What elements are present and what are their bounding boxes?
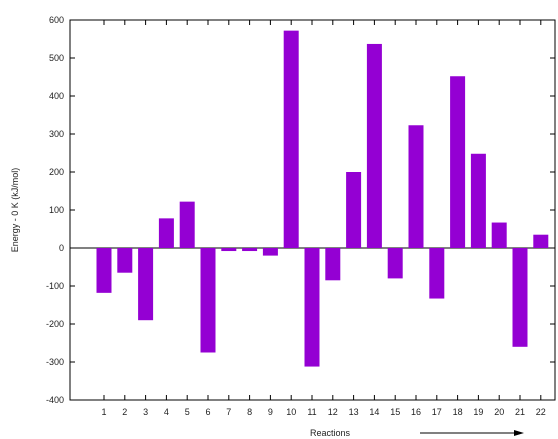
x-axis-label: Reactions [310, 428, 351, 438]
y-tick-label: -100 [46, 281, 64, 291]
x-tick-label: 9 [268, 407, 273, 417]
x-tick-label: 1 [101, 407, 106, 417]
bar-reaction-19 [470, 153, 486, 248]
y-tick-label: -200 [46, 319, 64, 329]
x-tick-label: 15 [390, 407, 400, 417]
y-tick-label: 100 [49, 205, 64, 215]
bar-reaction-7 [221, 248, 237, 252]
bar-reaction-16 [408, 125, 424, 248]
x-tick-label: 18 [453, 407, 463, 417]
y-tick-label: 200 [49, 167, 64, 177]
bar-reaction-22 [533, 234, 549, 248]
x-axis-ticks: 1 2 3 4 5 6 7 8 9 10 11 12 13 14 15 16 17 18 19 20 21 22 [101, 20, 546, 417]
x-tick-label: 8 [247, 407, 252, 417]
x-tick-label: 6 [205, 407, 210, 417]
y-tick-label: 400 [49, 91, 64, 101]
x-tick-label: 13 [349, 407, 359, 417]
y-tick-label: 300 [49, 129, 64, 139]
y-tick-label: 600 [49, 15, 64, 25]
bar-reaction-6 [200, 248, 216, 353]
x-tick-label: 19 [473, 407, 483, 417]
bar-reaction-20 [491, 222, 507, 248]
x-tick-label: 14 [369, 407, 379, 417]
x-tick-label: 5 [185, 407, 190, 417]
direction-arrow [420, 430, 524, 436]
y-tick-label: -400 [46, 395, 64, 405]
x-tick-label: 4 [164, 407, 169, 417]
bar-reaction-3 [138, 248, 154, 321]
bars [96, 30, 549, 367]
bar-reaction-8 [242, 248, 258, 252]
y-axis-ticks: -400 -300 -200 -100 0 100 200 300 400 500 600 [46, 15, 555, 405]
y-axis-label: Energy - 0 K (kJ/mol) [10, 168, 20, 253]
x-tick-label: 20 [494, 407, 504, 417]
x-tick-label: 16 [411, 407, 421, 417]
bar-reaction-17 [429, 248, 445, 299]
x-tick-label: 7 [226, 407, 231, 417]
x-tick-label: 11 [307, 407, 316, 417]
bar-reaction-15 [387, 248, 403, 279]
bar-reaction-10 [283, 30, 299, 248]
bar-reaction-14 [366, 43, 382, 248]
y-tick-label: 0 [59, 243, 64, 253]
x-tick-label: 2 [122, 407, 127, 417]
bar-reaction-21 [512, 248, 528, 347]
x-tick-label: 3 [143, 407, 148, 417]
bar-reaction-13 [346, 172, 362, 248]
bar-reaction-9 [262, 248, 278, 256]
x-tick-label: 12 [328, 407, 338, 417]
y-tick-label: 500 [49, 53, 64, 63]
x-tick-label: 21 [515, 407, 525, 417]
y-tick-label: -300 [46, 357, 64, 367]
bar-reaction-1 [96, 248, 112, 293]
bar-reaction-4 [158, 218, 174, 248]
bar-reaction-5 [179, 201, 195, 248]
x-tick-label: 17 [432, 407, 442, 417]
bar-reaction-2 [117, 248, 133, 273]
x-tick-label: 22 [536, 407, 546, 417]
bar-reaction-12 [325, 248, 341, 281]
bar-reaction-11 [304, 248, 320, 367]
x-tick-label: 10 [286, 407, 296, 417]
bar-reaction-18 [450, 76, 466, 249]
